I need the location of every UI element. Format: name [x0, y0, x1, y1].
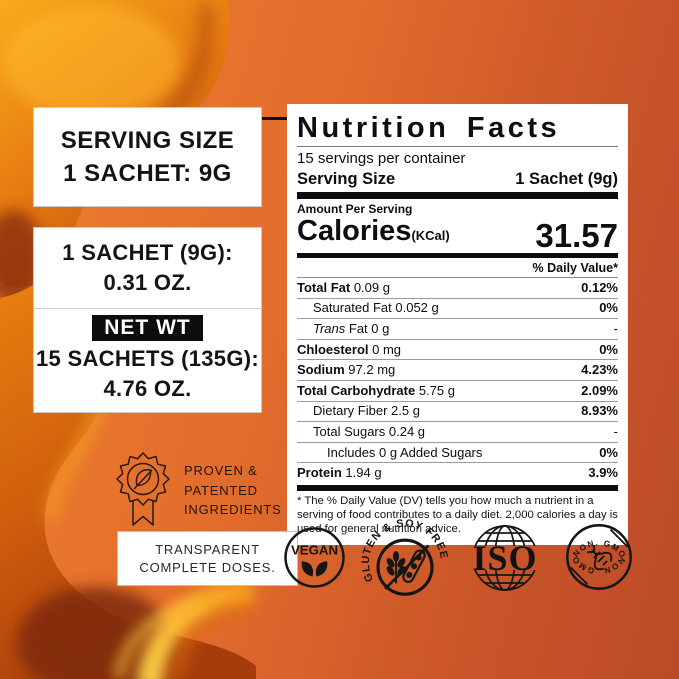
serving-size-value: 1 SACHET: 9G	[63, 160, 232, 187]
non-gmo-badge-icon: NON. GMO NON. GMO	[566, 524, 632, 590]
gluten-soy-free-badge-icon: GLUTEN & SOY FREE	[360, 517, 449, 596]
vegan-label: VEGAN	[291, 542, 338, 557]
nutrition-row: Protein 1.94 g 3.9%	[297, 465, 618, 481]
serving-size-title: SERVING SIZE	[60, 127, 235, 154]
serving-size-amount: 1 Sachet (9g)	[515, 170, 618, 188]
calories-value: 31.57	[535, 217, 618, 254]
daily-value-footnote: * The % Daily Value (DV) tells you how m…	[297, 494, 618, 535]
nutrition-row: Trans Fat 0 g-	[297, 319, 618, 340]
nutrition-facts-panel: Nutrition Facts 15 servings per containe…	[287, 104, 628, 546]
nutrition-row: Dietary Fiber 2.5 g 8.93%	[297, 402, 618, 423]
iso-label: ISO	[472, 538, 537, 578]
thick-divider-bar	[297, 192, 618, 199]
calories-row: Calories(KCal) 31.57	[297, 215, 618, 254]
daily-value-header: % Daily Value*	[297, 260, 618, 278]
vegan-badge-icon: VEGAN	[284, 527, 345, 588]
nutrition-row: Chloesterol 0 mg 0%	[297, 340, 618, 361]
proven-patented-text: PROVEN & PATENTED INGREDIENTS	[184, 461, 282, 520]
single-sachet-weight: 1 SACHET (9G): 0.31 OZ.	[34, 228, 261, 308]
nutrition-rows: Total Fat 0.09 g 0.12% Saturated Fat 0.052…	[297, 278, 618, 483]
transparent-line: TRANSPARENT	[155, 541, 260, 557]
total-grams: 15 SACHETS (135G):	[35, 346, 259, 371]
serving-size-row: Serving Size 1 Sachet (9g)	[297, 168, 618, 190]
total-ounces: 4.76 OZ.	[103, 376, 192, 401]
net-wt-chip: NET WT	[92, 315, 203, 341]
bottom-divider-bar	[297, 484, 618, 491]
callout-connector-line	[262, 117, 288, 120]
nutrition-row: Total Fat 0.09 g 0.12%	[297, 278, 618, 299]
proven-line: PATENTED	[184, 482, 258, 498]
nutrition-row: Includes 0 g Added Sugars 0%	[297, 443, 618, 464]
serving-size-callout-box: SERVING SIZE 1 SACHET: 9G	[33, 107, 262, 207]
nutrition-row: Sodium 97.2 mg 4.23%	[297, 360, 618, 381]
nutrition-row: Saturated Fat 0.052 g 0%	[297, 299, 618, 320]
nutrition-facts-title: Nutrition Facts	[297, 111, 618, 147]
servings-per-container: 15 servings per container	[297, 150, 466, 167]
box-divider	[34, 308, 261, 309]
sachet-ounces: 0.31 OZ.	[103, 270, 192, 295]
calories-label: Calories	[297, 215, 412, 247]
amount-per-serving-label: Amount Per Serving	[297, 202, 413, 216]
transparent-doses-box: TRANSPARENT COMPLETE DOSES.	[117, 531, 298, 586]
proven-line: INGREDIENTS	[184, 502, 282, 517]
total-net-weight: NET WT 15 SACHETS (135G): 4.76 OZ.	[34, 309, 261, 412]
svg-text:NON. GMO: NON. GMO	[570, 554, 626, 576]
proven-line: PROVEN &	[184, 463, 258, 478]
serving-size-label: Serving Size	[297, 170, 396, 188]
nutrition-row: Total Sugars 0.24 g-	[297, 422, 618, 443]
iso-badge-icon: ISO	[472, 525, 537, 591]
rosette-medal-icon	[116, 452, 170, 526]
non-gmo-bottom-label: NON. GMO	[570, 554, 625, 576]
sachet-grams: 1 SACHET (9G):	[62, 240, 233, 265]
nutrition-row: Total Carbohydrate 5.75 g 2.09%	[297, 381, 618, 402]
medium-divider-bar	[297, 253, 618, 258]
transparent-line: COMPLETE DOSES.	[139, 559, 276, 575]
net-weight-callout-box: 1 SACHET (9G): 0.31 OZ. NET WT 15 SACHET…	[33, 227, 262, 413]
calories-unit: (KCal)	[411, 228, 450, 243]
